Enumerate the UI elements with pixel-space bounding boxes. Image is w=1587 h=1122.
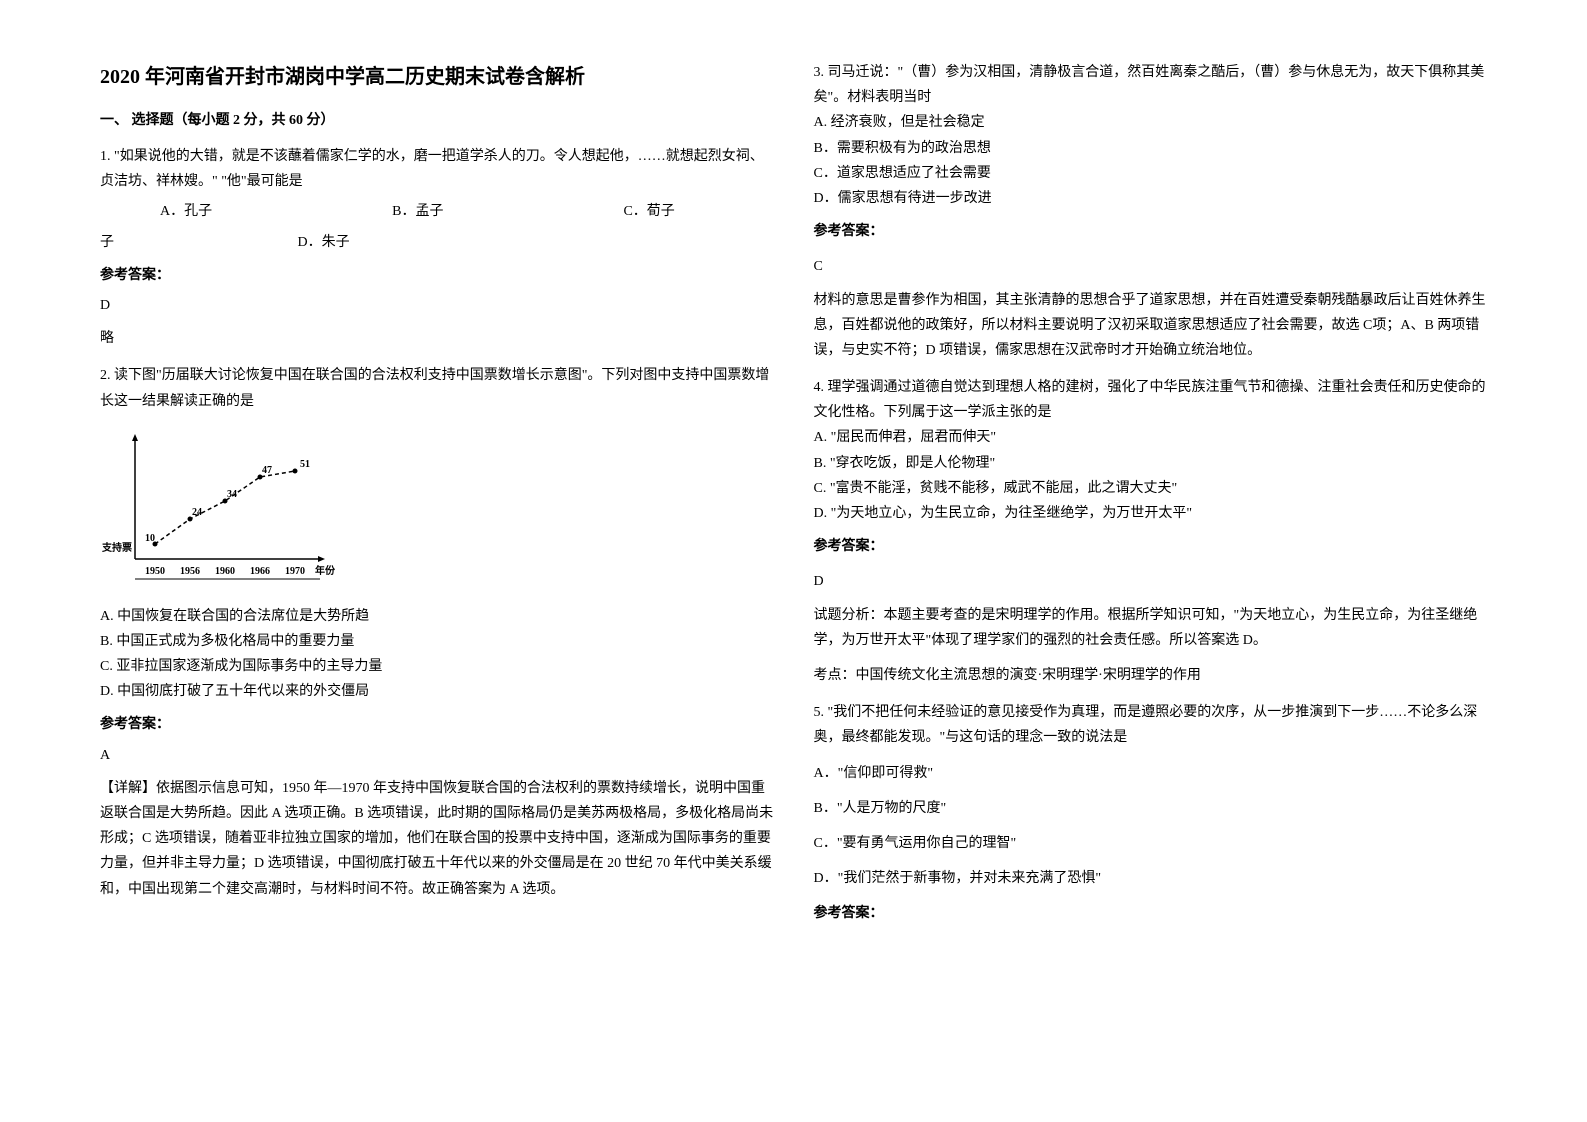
q3-option-b: B．需要积极有为的政治思想 — [814, 136, 1488, 161]
point-label: 24 — [192, 507, 202, 518]
chart-svg: 10 24 34 47 51 支持票 1950 1956 1960 1966 1… — [100, 429, 340, 589]
q4-option-b: B. "穿衣吃饭，即是人伦物理" — [814, 451, 1488, 476]
point-label: 47 — [262, 465, 272, 476]
q5-option-b: B．"人是万物的尺度" — [814, 796, 1488, 821]
q1-options: A．孔子 B．孟子 C．荀子 — [100, 199, 774, 224]
q2-explanation: 【详解】依据图示信息可知，1950 年—1970 年支持中国恢复联合国的合法权利… — [100, 776, 774, 902]
q2-option-a: A. 中国恢复在联合国的合法席位是大势所趋 — [100, 604, 774, 629]
q1-cd-prefix: 子 — [100, 235, 114, 250]
point-label: 51 — [300, 459, 310, 470]
q2-option-d: D. 中国彻底打破了五十年代以来的外交僵局 — [100, 679, 774, 704]
q1-option-a: A．孔子 — [160, 199, 212, 224]
q3-text: 3. 司马迁说："（曹）参为汉相国，清静极言合道，然百姓离秦之酷后，（曹）参与休… — [814, 60, 1488, 110]
x-axis-arrow — [318, 556, 325, 562]
q3-explanation: 材料的意思是曹参作为相国，其主张清静的思想合乎了道家思想，并在百姓遭受秦朝残酷暴… — [814, 288, 1488, 364]
left-column: 2020 年河南省开封市湖岗中学高二历史期末试卷含解析 一、 选择题（每小题 2… — [80, 60, 794, 1062]
q2-option-b: B. 中国正式成为多极化格局中的重要力量 — [100, 629, 774, 654]
y-axis-arrow — [132, 434, 138, 441]
q3-option-a: A. 经济衰败，但是社会稳定 — [814, 110, 1488, 135]
x-tick-label: 1950 — [145, 566, 165, 577]
q2-chart: 10 24 34 47 51 支持票 1950 1956 1960 1966 1… — [100, 429, 340, 589]
q4-answer: D — [814, 569, 1488, 594]
q2-option-c: C. 亚非拉国家逐渐成为国际事务中的主导力量 — [100, 654, 774, 679]
q1-option-d: D．朱子 — [298, 235, 350, 250]
x-tick-label: 1960 — [215, 566, 235, 577]
q1-text: 1. "如果说他的大错，就是不该蘸着儒家仁学的水，磨一把道学杀人的刀。令人想起他… — [100, 144, 774, 194]
x-tick-label: 1956 — [180, 566, 200, 577]
q4-answer-label: 参考答案： — [814, 534, 1488, 559]
q5-option-a: A．"信仰即可得救" — [814, 761, 1488, 786]
point-label: 10 — [145, 533, 155, 544]
q1-option-d-row: 子 D．朱子 — [100, 230, 774, 255]
question-3: 3. 司马迁说："（曹）参为汉相国，清静极言合道，然百姓离秦之酷后，（曹）参与休… — [814, 60, 1488, 363]
q1-answer-label: 参考答案： — [100, 263, 774, 288]
q5-answer-label: 参考答案： — [814, 901, 1488, 926]
q3-option-d: D．儒家思想有待进一步改进 — [814, 186, 1488, 211]
q4-option-d: D. "为天地立心，为生民立命，为往圣继绝学，为万世开太平" — [814, 501, 1488, 526]
q1-answer: D — [100, 293, 774, 318]
q4-option-c: C. "富贵不能淫，贫贱不能移，威武不能屈，此之谓大丈夫" — [814, 476, 1488, 501]
q1-option-c: C．荀子 — [623, 199, 674, 224]
q2-answer: A — [100, 743, 774, 768]
x-tick-label: 1970 — [285, 566, 305, 577]
document-title: 2020 年河南省开封市湖岗中学高二历史期末试卷含解析 — [100, 60, 774, 89]
section-header: 一、 选择题（每小题 2 分，共 60 分） — [100, 109, 774, 129]
question-1: 1. "如果说他的大错，就是不该蘸着儒家仁学的水，磨一把道学杀人的刀。令人想起他… — [100, 144, 774, 351]
q3-option-c: C．道家思想适应了社会需要 — [814, 161, 1488, 186]
q4-text: 4. 理学强调通过道德自觉达到理想人格的建树，强化了中华民族注重气节和德操、注重… — [814, 375, 1488, 425]
q2-text: 2. 读下图"历届联大讨论恢复中国在联合国的合法权利支持中国票数增长示意图"。下… — [100, 363, 774, 413]
q2-answer-label: 参考答案： — [100, 712, 774, 737]
q3-answer: C — [814, 254, 1488, 279]
q4-explanation: 试题分析：本题主要考查的是宋明理学的作用。根据所学知识可知，"为天地立心，为生民… — [814, 603, 1488, 653]
q1-brief: 略 — [100, 326, 774, 351]
q5-option-c: C．"要有勇气运用你自己的理智" — [814, 831, 1488, 856]
q5-text: 5. "我们不把任何未经验证的意见接受作为真理，而是遵照必要的次序，从一步推演到… — [814, 700, 1488, 750]
x-tick-label: 1966 — [250, 566, 270, 577]
q4-kaodian: 考点：中国传统文化主流思想的演变·宋明理学·宋明理学的作用 — [814, 663, 1488, 688]
q3-answer-label: 参考答案： — [814, 219, 1488, 244]
question-4: 4. 理学强调通过道德自觉达到理想人格的建树，强化了中华民族注重气节和德操、注重… — [814, 375, 1488, 688]
q5-option-d: D．"我们茫然于新事物，并对未来充满了恐惧" — [814, 866, 1488, 891]
y-axis-label: 支持票 — [101, 541, 132, 554]
q4-option-a: A. "屈民而伸君，屈君而伸天" — [814, 425, 1488, 450]
question-5: 5. "我们不把任何未经验证的意见接受作为真理，而是遵照必要的次序，从一步推演到… — [814, 700, 1488, 926]
chart-line — [155, 471, 295, 544]
x-axis-label: 年份 — [315, 564, 336, 577]
point-label: 34 — [227, 489, 237, 500]
chart-point — [293, 468, 298, 473]
right-column: 3. 司马迁说："（曹）参为汉相国，清静极言合道，然百姓离秦之酷后，（曹）参与休… — [794, 60, 1508, 1062]
question-2: 2. 读下图"历届联大讨论恢复中国在联合国的合法权利支持中国票数增长示意图"。下… — [100, 363, 774, 901]
q1-option-b: B．孟子 — [392, 199, 443, 224]
